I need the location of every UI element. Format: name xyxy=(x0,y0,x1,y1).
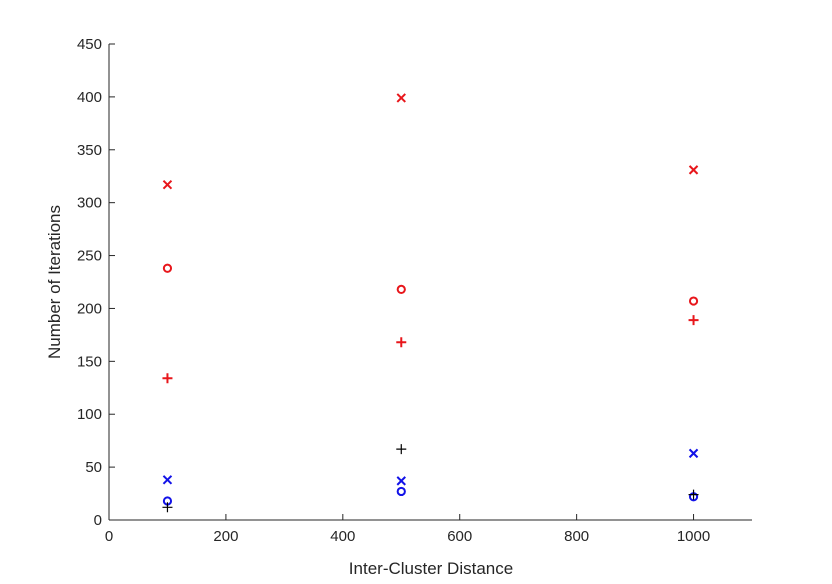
data-point-circle xyxy=(162,263,173,273)
data-point-x xyxy=(396,476,406,486)
x-tick-label: 600 xyxy=(447,528,472,545)
data-point-circle xyxy=(396,486,406,497)
data-point-plus xyxy=(396,444,407,455)
x-axis-ticks: 0 200 400 600 800 1000 xyxy=(105,514,710,545)
y-axis-ticks: 0 50 100 150 200 250 300 350 400 450 xyxy=(77,36,115,529)
data-point-plus xyxy=(162,502,173,513)
y-tick-label: 0 xyxy=(94,512,102,529)
data-point-x xyxy=(688,165,699,175)
data-point-plus xyxy=(396,337,407,348)
axes xyxy=(108,44,752,521)
data-point-x xyxy=(396,93,406,103)
x-tick-label: 400 xyxy=(330,528,355,545)
data-points xyxy=(162,93,699,513)
y-tick-label: 150 xyxy=(77,353,102,370)
y-tick-label: 100 xyxy=(77,406,102,423)
data-point-x xyxy=(162,179,173,190)
x-tick-label: 200 xyxy=(213,528,238,545)
y-tick-label: 250 xyxy=(77,248,102,265)
y-tick-label: 400 xyxy=(77,89,102,106)
data-point-x xyxy=(688,448,699,459)
y-tick-label: 450 xyxy=(77,36,102,53)
y-axis-label: Number of Iterations xyxy=(45,205,64,359)
data-point-x xyxy=(162,475,173,485)
x-tick-label: 1000 xyxy=(677,528,710,545)
x-tick-label: 0 xyxy=(105,528,113,545)
y-tick-label: 50 xyxy=(85,459,102,476)
data-point-plus xyxy=(688,315,699,326)
y-tick-label: 200 xyxy=(77,300,102,317)
data-point-circle xyxy=(396,284,406,295)
x-axis-label: Inter-Cluster Distance xyxy=(349,559,513,578)
y-tick-label: 350 xyxy=(77,142,102,159)
y-tick-label: 300 xyxy=(77,195,102,212)
data-point-plus xyxy=(162,373,173,384)
data-point-plus xyxy=(688,489,699,500)
data-point-circle xyxy=(688,296,699,306)
x-tick-label: 800 xyxy=(564,528,589,545)
